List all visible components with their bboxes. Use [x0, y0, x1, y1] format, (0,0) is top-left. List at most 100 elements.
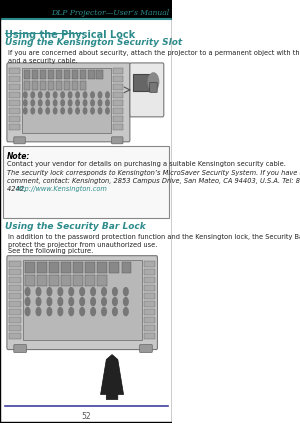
Circle shape	[124, 287, 128, 296]
FancyBboxPatch shape	[9, 68, 20, 74]
Text: 52: 52	[81, 413, 91, 421]
Circle shape	[91, 108, 94, 114]
FancyBboxPatch shape	[130, 63, 164, 117]
FancyBboxPatch shape	[9, 84, 20, 90]
FancyBboxPatch shape	[56, 81, 62, 90]
Circle shape	[69, 298, 74, 306]
FancyBboxPatch shape	[56, 70, 62, 79]
Circle shape	[91, 287, 95, 296]
Circle shape	[53, 92, 57, 98]
FancyBboxPatch shape	[144, 325, 155, 331]
FancyBboxPatch shape	[9, 317, 21, 323]
FancyBboxPatch shape	[64, 70, 70, 79]
Circle shape	[25, 298, 30, 306]
FancyBboxPatch shape	[9, 261, 21, 267]
FancyBboxPatch shape	[80, 81, 86, 90]
Circle shape	[83, 100, 87, 106]
FancyBboxPatch shape	[22, 68, 111, 133]
FancyBboxPatch shape	[110, 262, 119, 273]
Circle shape	[47, 298, 52, 306]
FancyBboxPatch shape	[9, 276, 21, 283]
FancyBboxPatch shape	[9, 116, 20, 122]
FancyBboxPatch shape	[88, 70, 94, 79]
FancyBboxPatch shape	[144, 293, 155, 298]
FancyBboxPatch shape	[23, 259, 142, 340]
Text: comment, contact: Kensington, 2853 Campus Drive, San Mateo, CA 94403, U.S.A. Tel: comment, contact: Kensington, 2853 Campu…	[7, 178, 300, 184]
Circle shape	[58, 287, 63, 296]
Circle shape	[91, 298, 95, 306]
FancyBboxPatch shape	[37, 262, 47, 273]
FancyBboxPatch shape	[25, 275, 35, 286]
FancyBboxPatch shape	[49, 262, 59, 273]
FancyBboxPatch shape	[48, 81, 54, 90]
Circle shape	[47, 287, 52, 296]
FancyBboxPatch shape	[24, 70, 30, 79]
FancyBboxPatch shape	[144, 332, 155, 339]
Circle shape	[91, 92, 94, 98]
Circle shape	[148, 73, 159, 91]
FancyBboxPatch shape	[9, 309, 21, 315]
Circle shape	[76, 108, 79, 114]
FancyBboxPatch shape	[112, 68, 123, 74]
FancyBboxPatch shape	[9, 285, 21, 290]
FancyBboxPatch shape	[25, 262, 35, 273]
Circle shape	[112, 287, 117, 296]
FancyBboxPatch shape	[61, 262, 71, 273]
Circle shape	[102, 308, 106, 315]
Circle shape	[83, 108, 87, 114]
Circle shape	[47, 308, 52, 315]
FancyBboxPatch shape	[98, 275, 107, 286]
Circle shape	[53, 100, 57, 106]
FancyBboxPatch shape	[24, 81, 30, 90]
Text: Note:: Note:	[7, 152, 30, 161]
FancyBboxPatch shape	[72, 70, 78, 79]
Text: In addition to the password protection function and the Kensington lock, the Sec: In addition to the password protection f…	[8, 234, 300, 248]
Circle shape	[61, 92, 64, 98]
Circle shape	[38, 100, 42, 106]
Circle shape	[102, 287, 106, 296]
FancyBboxPatch shape	[9, 325, 21, 331]
Text: http://www.Kensington.com: http://www.Kensington.com	[16, 186, 107, 192]
Circle shape	[58, 298, 63, 306]
FancyBboxPatch shape	[40, 81, 46, 90]
Text: The security lock corresponds to Kensington’s MicroSaver Security System. If you: The security lock corresponds to Kensing…	[7, 170, 300, 176]
FancyBboxPatch shape	[144, 301, 155, 307]
Circle shape	[61, 100, 64, 106]
FancyBboxPatch shape	[72, 81, 78, 90]
FancyBboxPatch shape	[98, 262, 107, 273]
Text: If you are concerned about security, attach the projector to a permanent object : If you are concerned about security, att…	[8, 50, 300, 64]
Text: 4242,: 4242,	[7, 186, 28, 192]
FancyBboxPatch shape	[14, 345, 26, 353]
FancyBboxPatch shape	[112, 76, 123, 82]
FancyBboxPatch shape	[9, 301, 21, 307]
FancyBboxPatch shape	[144, 317, 155, 323]
FancyBboxPatch shape	[144, 309, 155, 315]
FancyBboxPatch shape	[37, 275, 47, 286]
Circle shape	[68, 100, 72, 106]
FancyBboxPatch shape	[64, 81, 70, 90]
FancyBboxPatch shape	[73, 262, 83, 273]
Polygon shape	[100, 354, 124, 399]
Circle shape	[38, 92, 42, 98]
Circle shape	[24, 100, 27, 106]
FancyBboxPatch shape	[9, 124, 20, 130]
FancyBboxPatch shape	[49, 275, 59, 286]
FancyBboxPatch shape	[9, 269, 21, 275]
Circle shape	[112, 298, 117, 306]
FancyBboxPatch shape	[150, 82, 157, 92]
Circle shape	[36, 298, 41, 306]
Circle shape	[83, 92, 87, 98]
Circle shape	[106, 92, 109, 98]
FancyBboxPatch shape	[7, 256, 158, 349]
FancyBboxPatch shape	[80, 70, 86, 79]
FancyBboxPatch shape	[112, 108, 123, 114]
Circle shape	[24, 92, 27, 98]
Text: DLP Projector—User’s Manual: DLP Projector—User’s Manual	[51, 9, 169, 17]
FancyBboxPatch shape	[9, 293, 21, 298]
FancyBboxPatch shape	[96, 70, 103, 79]
Circle shape	[124, 308, 128, 315]
FancyBboxPatch shape	[112, 84, 123, 90]
Circle shape	[46, 100, 50, 106]
Circle shape	[91, 308, 95, 315]
Circle shape	[31, 92, 34, 98]
